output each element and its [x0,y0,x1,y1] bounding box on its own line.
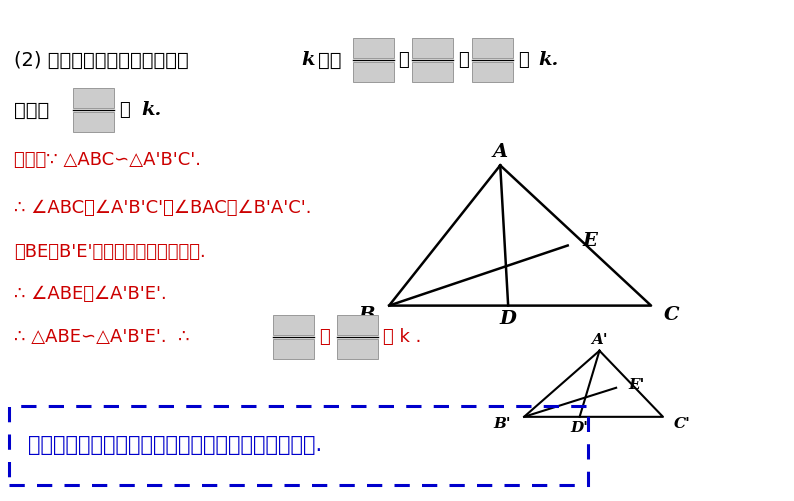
Text: 又BE，B'E'分别为对应角的平方线.: 又BE，B'E'分别为对应角的平方线. [14,243,206,261]
Text: k.: k. [141,101,162,119]
Text: ＝: ＝ [458,51,469,69]
Text: ＝: ＝ [319,328,330,346]
Text: ＝: ＝ [119,101,130,119]
Text: E: E [583,232,597,250]
Text: 结论：相似三角形对应的角平分线的比也等于相似比.: 结论：相似三角形对应的角平分线的比也等于相似比. [28,435,322,455]
Text: E': E' [629,378,645,392]
FancyBboxPatch shape [73,88,114,108]
FancyBboxPatch shape [472,62,513,82]
FancyBboxPatch shape [73,112,114,132]
Text: k.: k. [538,51,559,69]
Text: ∴ ∠ABC＝∠A'B'C'，∠BAC＝∠B'A'C'.: ∴ ∠ABC＝∠A'B'C'，∠BAC＝∠B'A'C'. [14,199,312,217]
Text: C': C' [673,417,691,431]
Text: ，即: ，即 [318,51,341,70]
FancyBboxPatch shape [337,339,378,359]
Text: C: C [664,306,680,324]
Text: A: A [492,143,508,161]
FancyBboxPatch shape [412,38,453,58]
Text: D': D' [571,421,588,435]
FancyBboxPatch shape [273,315,314,335]
FancyBboxPatch shape [353,62,394,82]
Text: ∴ ∠ABE＝∠A'B'E'.: ∴ ∠ABE＝∠A'B'E'. [14,285,167,303]
Text: ∴ △ABE∽△A'B'E'.  ∴: ∴ △ABE∽△A'B'E'. ∴ [14,328,190,346]
Text: 求证：: 求证： [14,101,49,120]
FancyBboxPatch shape [273,339,314,359]
Text: ＝ k .: ＝ k . [383,328,421,346]
Text: ＝: ＝ [518,51,529,69]
Text: A': A' [592,333,607,347]
Text: D: D [499,310,517,328]
FancyBboxPatch shape [337,315,378,335]
Text: B: B [359,306,375,324]
FancyBboxPatch shape [412,62,453,82]
Text: (2) 已知：两个三角形相似比为: (2) 已知：两个三角形相似比为 [14,51,189,70]
Text: 证明：∵ △ABC∽△A'B'C'.: 证明：∵ △ABC∽△A'B'C'. [14,151,202,169]
FancyBboxPatch shape [472,38,513,58]
Text: k: k [302,51,315,69]
FancyBboxPatch shape [353,38,394,58]
Text: B': B' [493,417,511,431]
Text: ＝: ＝ [399,51,410,69]
